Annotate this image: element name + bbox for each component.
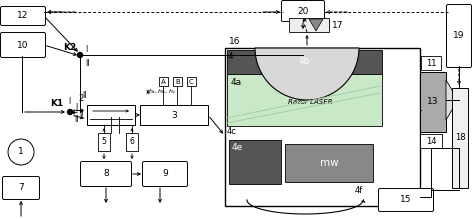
Text: II: II xyxy=(74,115,79,124)
Bar xyxy=(227,50,382,74)
Text: A: A xyxy=(161,78,166,85)
Bar xyxy=(98,133,110,151)
Bar xyxy=(285,144,373,182)
Text: 4a: 4a xyxy=(231,78,242,87)
Text: 1: 1 xyxy=(18,148,24,157)
FancyBboxPatch shape xyxy=(379,189,434,212)
Text: 4e: 4e xyxy=(232,143,243,152)
FancyBboxPatch shape xyxy=(143,161,188,187)
Circle shape xyxy=(67,110,73,115)
Text: 18: 18 xyxy=(455,134,465,143)
Bar xyxy=(229,140,281,184)
Bar xyxy=(289,18,329,32)
Bar xyxy=(225,48,420,206)
Text: 10: 10 xyxy=(17,41,29,49)
Text: mw: mw xyxy=(319,158,338,168)
Bar xyxy=(452,88,468,188)
Text: 15: 15 xyxy=(400,196,412,205)
Text: 9: 9 xyxy=(162,170,168,178)
Text: 4: 4 xyxy=(228,52,234,61)
Text: 5: 5 xyxy=(101,138,107,147)
Wedge shape xyxy=(255,48,359,100)
Text: C: C xyxy=(189,78,194,85)
Text: B: B xyxy=(175,78,180,85)
Text: I: I xyxy=(75,102,77,111)
Text: K1: K1 xyxy=(50,99,64,108)
FancyBboxPatch shape xyxy=(282,0,325,21)
Text: 17: 17 xyxy=(332,21,344,30)
FancyBboxPatch shape xyxy=(2,177,39,200)
Bar xyxy=(227,74,382,126)
Text: 3: 3 xyxy=(171,111,177,120)
Text: 8: 8 xyxy=(103,170,109,178)
Text: 4f: 4f xyxy=(355,186,363,195)
Text: 4b: 4b xyxy=(299,58,310,67)
Text: 12: 12 xyxy=(18,12,29,21)
Text: 11: 11 xyxy=(426,58,436,67)
Polygon shape xyxy=(446,80,458,120)
Text: 14: 14 xyxy=(426,136,436,145)
Text: II: II xyxy=(80,108,84,118)
Bar xyxy=(420,134,442,148)
Text: 4c: 4c xyxy=(227,127,237,136)
Text: 13: 13 xyxy=(427,97,439,106)
Bar xyxy=(126,133,138,151)
FancyBboxPatch shape xyxy=(0,7,46,25)
Circle shape xyxy=(8,139,34,165)
Text: 16: 16 xyxy=(229,37,240,46)
Polygon shape xyxy=(309,19,323,31)
Text: I: I xyxy=(68,97,70,106)
Text: Razor LASER: Razor LASER xyxy=(288,99,332,105)
Text: 19: 19 xyxy=(453,32,465,41)
Text: K2: K2 xyxy=(64,42,77,51)
Text: II: II xyxy=(85,60,90,69)
Text: II: II xyxy=(82,90,86,99)
Text: 20: 20 xyxy=(297,7,309,16)
Text: 6: 6 xyxy=(129,138,135,147)
FancyBboxPatch shape xyxy=(0,32,46,58)
Circle shape xyxy=(78,53,82,58)
Text: I: I xyxy=(85,46,87,55)
Bar xyxy=(187,77,196,86)
Text: $h_a, h_b, h_c$: $h_a, h_b, h_c$ xyxy=(148,88,176,96)
Bar xyxy=(140,105,208,125)
FancyBboxPatch shape xyxy=(81,161,131,187)
Bar xyxy=(421,56,441,70)
Text: 2: 2 xyxy=(79,94,84,103)
Bar xyxy=(159,77,168,86)
FancyBboxPatch shape xyxy=(447,5,472,67)
Text: 7: 7 xyxy=(18,184,24,193)
Bar xyxy=(173,77,182,86)
Bar xyxy=(87,105,135,125)
Bar xyxy=(420,72,446,132)
